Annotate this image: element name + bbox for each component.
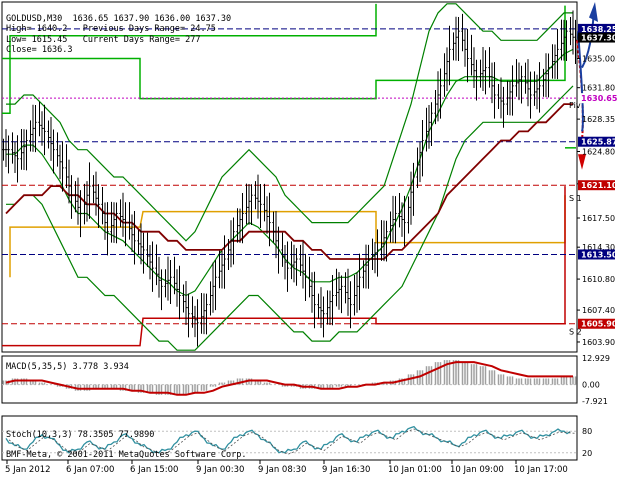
macd-tick-label: -7.921 (582, 397, 608, 406)
price-tick-label: 1617.50 (582, 214, 615, 223)
price-tag-bg (578, 180, 615, 191)
time-tick-label: 6 Jan 15:00 (130, 465, 178, 475)
bollinger-upper (6, 3, 573, 242)
macd-panel-frame (1, 355, 578, 404)
macd-tick-label: 0.00 (582, 381, 600, 390)
price-tick-label: 1628.35 (582, 115, 615, 124)
price-tag-bg (578, 32, 615, 43)
price-tag-label: 1621.10 (581, 181, 618, 190)
pivot-label-piv: Piv (569, 101, 581, 110)
price-tag-label: 1605.90 (581, 320, 618, 329)
macd-label: MACD(5,35,5) 3.778 3.934 (6, 362, 129, 372)
time-tick-label: 5 Jan 2012 (5, 465, 51, 475)
price-tag-bg (578, 93, 615, 104)
time-tick-label: 9 Jan 00:30 (196, 465, 244, 475)
price-tick-label: 1614.30 (582, 243, 615, 252)
price-tag-label: 1637.30 (581, 34, 618, 43)
price-tag: 1625.87 (578, 136, 617, 147)
price-tag-bg (578, 136, 615, 147)
time-tick-label: 10 Jan 01:00 (388, 465, 442, 475)
price-tag-label: 1630.65 (581, 94, 618, 103)
stoch-main-line (5, 425, 571, 454)
time-tick-label: 9 Jan 16:30 (322, 465, 370, 475)
price-tag: 1621.10 (578, 180, 618, 191)
down-arrow-head (578, 154, 586, 170)
price-tag: 1630.65 (578, 93, 618, 104)
price-tag-label: 1625.87 (581, 138, 617, 147)
price-tag-bg (578, 249, 615, 260)
price-tag-bg (578, 318, 615, 329)
close-value: Close= 1636.3 (6, 45, 73, 55)
time-tick-label: 10 Jan 09:00 (450, 465, 504, 475)
stoch-tick-label: 20 (582, 449, 592, 458)
curr-range: Current Days Range= 277 (82, 34, 201, 45)
price-tag-label: 1613.50 (581, 250, 618, 259)
moving-average (5, 103, 573, 260)
low-value: Low= 1615.45 (6, 34, 68, 45)
up-arrow-head (589, 2, 598, 23)
price-tag: 1605.90 (578, 318, 618, 329)
time-tick-label: 9 Jan 08:30 (258, 465, 306, 475)
stoch-tick-label: 80 (582, 427, 592, 436)
bollinger-lower (6, 85, 574, 351)
price-tick-label: 1607.40 (582, 306, 615, 315)
prev-range: Previous Days Range= 24.75 (82, 24, 216, 34)
price-tick-label: 1603.90 (582, 338, 615, 347)
time-tick-label: 10 Jan 17:00 (514, 465, 568, 475)
pivot-label-s1: S 1 (569, 194, 582, 203)
price-tag-bg (578, 23, 615, 34)
price-tick-label: 1624.80 (582, 147, 615, 156)
symbol-line: GOLDUSD,M30 1636.65 1637.90 1636.00 1637… (6, 13, 232, 24)
stoch-panel-frame (1, 415, 578, 461)
pivot-label-s2: S 2 (569, 328, 582, 337)
macd-tick-label: 12.929 (582, 354, 610, 363)
ohlc-bars (2, 10, 577, 347)
price-tag: 1638.25 (578, 23, 618, 34)
price-tag: 1637.30 (578, 32, 618, 43)
price-tick-label: 1631.80 (582, 84, 615, 93)
high-value: High= 1640.2 (6, 24, 68, 34)
price-tick-label: 1610.80 (582, 275, 615, 284)
ohlc-header: GOLDUSD,M30 1636.65 1637.90 1636.00 1637… (6, 3, 231, 56)
price-tag: 1613.50 (578, 249, 618, 259)
copyright: BMF-Meta, © 2001-2011 MetaQuotes Softwar… (6, 450, 247, 460)
macd-signal-line (5, 361, 573, 396)
time-tick-label: 6 Jan 07:00 (66, 465, 114, 475)
bollinger-middle (6, 48, 574, 297)
main-panel-frame (1, 1, 578, 353)
stoch-label: Stoch(10,3,3) 78.3505 77.9890 (6, 430, 155, 440)
r1-line (2, 3, 377, 114)
support-orange-line (9, 195, 566, 278)
price-tag-label: 1638.25 (581, 25, 618, 34)
stoch-signal-line (8, 428, 577, 455)
price-tick-label: 1635.00 (582, 55, 615, 64)
